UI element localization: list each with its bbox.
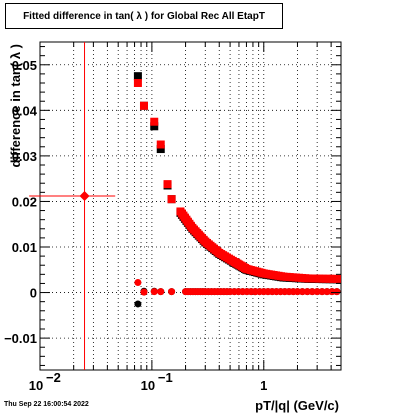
data-point-diamond (79, 190, 90, 201)
data-point-square (257, 268, 266, 277)
y-tick-label: 0.04 (12, 103, 38, 118)
x-tick-label: 10 (29, 378, 43, 393)
data-point-circle (333, 288, 341, 296)
plot-frame (39, 41, 342, 371)
data-point-square (167, 195, 176, 204)
y-tick-label: 0.03 (12, 149, 37, 164)
grid-layer (39, 42, 341, 370)
data-point-circle (140, 288, 148, 296)
data-point-circle (308, 288, 316, 296)
data-point-circle (150, 288, 158, 296)
data-point-square (150, 122, 159, 131)
y-tick-label: 0 (30, 286, 37, 301)
data-point-circle (289, 288, 297, 296)
x-tick-label: 1 (260, 378, 267, 393)
data-point-circle (313, 288, 321, 296)
data-point-circle (134, 279, 142, 287)
data-point-square (277, 272, 286, 281)
data-point-circle (298, 288, 306, 296)
data-point-square (156, 145, 165, 154)
data-point-square (139, 101, 148, 110)
data-point-square (329, 274, 338, 283)
data-point-circle (256, 288, 264, 296)
data-point-square (133, 79, 142, 87)
y-axis-title: difference in tan( λ ) (8, 44, 23, 168)
data-point-circle (199, 288, 207, 296)
chart-title: Fitted difference in tan( λ ) for Global… (5, 3, 283, 29)
y-tick-label: 0.01 (12, 240, 37, 255)
data-point-square (163, 180, 172, 189)
x-tick-label: 10 (141, 378, 155, 393)
data-point-circle (134, 300, 142, 308)
data-point-circle (168, 288, 176, 296)
timestamp: Thu Sep 22 16:00:54 2022 (4, 401, 89, 408)
data-point-square (156, 140, 165, 149)
data-point-square (133, 72, 142, 81)
x-tick-exponent: −1 (158, 370, 173, 385)
x-axis-title: pT/|q| (GeV/c) (255, 398, 339, 413)
data-point-square (301, 274, 310, 283)
plot-frame-layer (39, 41, 342, 371)
data-point-circle (318, 288, 326, 296)
y-tick-label: −0.01 (4, 331, 37, 346)
y-tick-label: 0.02 (12, 194, 37, 209)
series-layer (29, 42, 341, 370)
data-point-circle (323, 288, 331, 296)
x-tick-exponent: −2 (46, 370, 61, 385)
y-tick-label: 0.05 (12, 58, 37, 73)
data-point-circle (223, 288, 231, 296)
data-point-circle (303, 288, 311, 296)
data-point-circle (157, 288, 165, 296)
data-point-square (150, 117, 159, 126)
data-point-circle (328, 288, 336, 296)
